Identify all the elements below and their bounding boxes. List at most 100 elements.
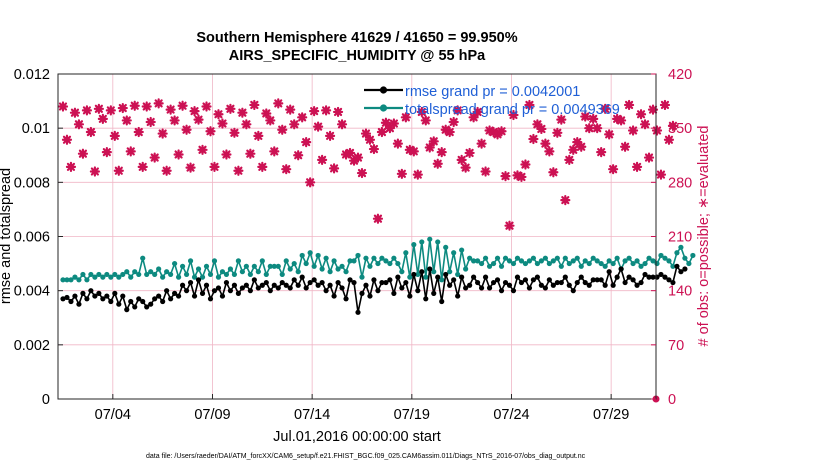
obs-evaluated-marker — [317, 154, 328, 165]
y-tick-label-left: 0 — [42, 392, 50, 408]
totalspread-point — [550, 258, 556, 264]
totalspread-point — [323, 255, 329, 261]
rmse-point — [379, 279, 385, 286]
rmse-point — [530, 277, 537, 283]
rmse-point — [371, 277, 377, 283]
totalspread-point — [203, 263, 210, 269]
rmse-point — [287, 285, 293, 291]
x-axis-label: Jul.01,2016 00:00:00 start — [273, 429, 441, 445]
totalspread-point — [100, 274, 106, 280]
rmse-point — [299, 274, 305, 280]
obs-evaluated-marker — [261, 108, 272, 119]
totalspread-point — [335, 266, 341, 272]
totalspread-point — [367, 263, 373, 269]
obs-evaluated-marker — [608, 164, 619, 175]
obs-evaluated-marker — [588, 113, 599, 124]
rmse-point — [148, 301, 154, 307]
obs-evaluated-marker — [424, 142, 435, 153]
rmse-point — [598, 277, 604, 283]
rmse-point — [502, 279, 509, 286]
totalspread-point — [235, 258, 241, 264]
totalspread-point — [72, 274, 78, 280]
obs-evaluated-marker — [229, 127, 240, 138]
rmse-point — [160, 298, 166, 305]
rmse-point — [263, 279, 269, 286]
rmse-point — [235, 290, 241, 296]
totalspread-point — [156, 266, 162, 272]
rmse-point — [678, 269, 684, 275]
obs-evaluated-marker — [396, 168, 407, 179]
rmse-point — [514, 274, 521, 280]
rmse-point — [570, 288, 576, 294]
totalspread-point — [68, 277, 74, 283]
totalspread-point — [148, 269, 154, 275]
obs-evaluated-marker — [655, 169, 667, 180]
totalspread-point — [327, 269, 333, 275]
rmse-point — [80, 290, 86, 296]
rmse-point — [415, 288, 421, 294]
totalspread-point — [363, 255, 369, 261]
rmse-point — [566, 282, 572, 288]
rmse-point — [670, 279, 676, 286]
rmse-point — [447, 282, 453, 288]
rmse-point — [574, 279, 580, 286]
rmse-point — [646, 274, 652, 280]
y-axis-label-left: rmse and totalspread — [0, 168, 14, 304]
rmse-point — [582, 279, 588, 286]
totalspread-point — [291, 260, 297, 267]
obs-evaluated-marker — [468, 112, 479, 123]
totalspread-point — [96, 271, 102, 278]
obs-evaluated-marker — [663, 134, 675, 145]
totalspread-point — [64, 277, 70, 283]
rmse-series — [60, 263, 688, 315]
totalspread-point — [443, 244, 449, 250]
obs-evaluated-marker — [388, 118, 399, 129]
obs-evaluated-marker — [627, 125, 639, 136]
totalspread-point — [295, 269, 301, 275]
obs-evaluated-marker — [540, 138, 551, 149]
totalspread-point — [271, 263, 277, 269]
obs-evaluated-marker — [117, 102, 128, 114]
rmse-point — [626, 274, 632, 280]
totalspread-point — [80, 271, 86, 278]
totalspread-point — [602, 263, 608, 269]
obs-evaluated-marker — [129, 100, 140, 111]
rmse-point — [327, 282, 333, 288]
totalspread-point — [355, 252, 361, 259]
obs-evaluated-marker — [277, 124, 288, 135]
totalspread-point — [227, 266, 234, 272]
totalspread-point — [399, 269, 405, 275]
rmse-point — [259, 282, 265, 288]
rmse-point — [554, 279, 560, 286]
obs-evaluated-marker — [293, 150, 304, 161]
totalspread-point — [482, 255, 489, 261]
obs-evaluated-marker — [436, 147, 447, 158]
totalspread-point — [199, 274, 206, 280]
totalspread-point — [534, 260, 540, 267]
rmse-point — [223, 279, 230, 286]
totalspread-point — [606, 258, 612, 264]
totalspread-point — [554, 255, 560, 261]
totalspread-point — [275, 263, 281, 269]
totalspread-point — [578, 263, 584, 269]
totalspread-point — [590, 255, 596, 261]
totalspread-point — [626, 255, 632, 261]
rmse-point — [152, 296, 158, 302]
obs-evaluated-marker — [189, 106, 200, 117]
obs-evaluated-marker — [328, 163, 340, 174]
obs-evaluated-marker — [600, 103, 611, 114]
totalspread-point — [191, 274, 198, 280]
rmse-point — [351, 279, 357, 286]
totalspread-point — [60, 277, 66, 283]
rmse-point — [199, 290, 206, 296]
obs-evaluated-marker — [372, 213, 384, 224]
rmse-point — [267, 288, 273, 294]
obs-evaluated-marker — [169, 115, 180, 126]
rmse-point — [88, 288, 94, 294]
totalspread-point — [526, 258, 533, 264]
rmse-point — [331, 293, 337, 299]
obs-evaluated-marker — [273, 98, 284, 109]
obs-evaluated-marker — [101, 147, 112, 158]
chart-subtitle: AIRS_SPECIFIC_HUMIDITY @ 55 hPa — [229, 48, 486, 64]
rmse-point — [187, 279, 194, 286]
